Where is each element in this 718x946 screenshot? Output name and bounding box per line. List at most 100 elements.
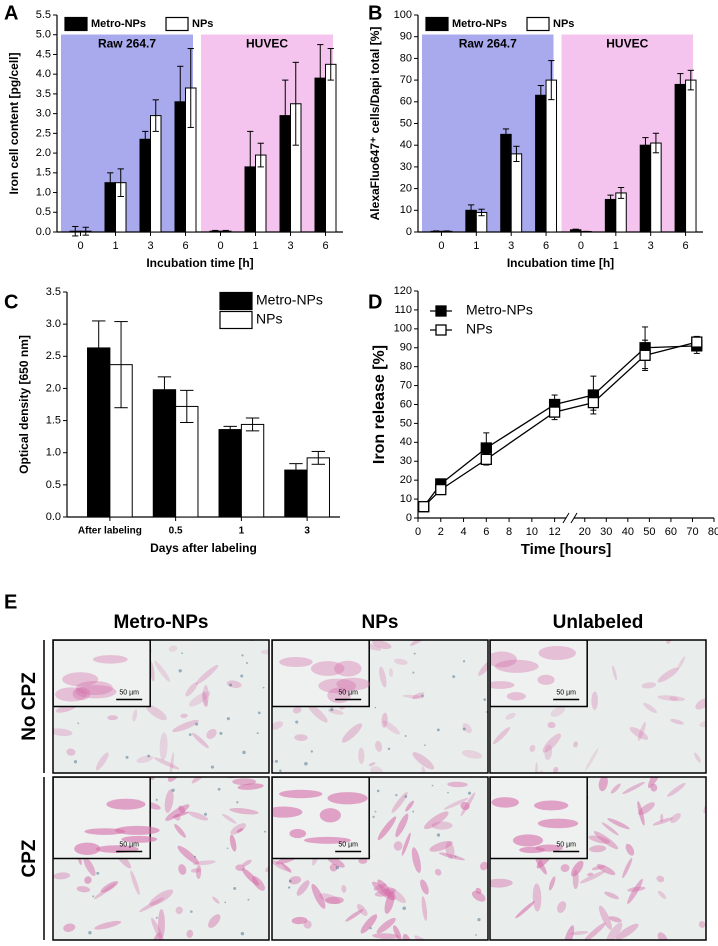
axis-break [562,512,570,524]
group-label: Raw 264.7 [459,37,517,51]
bar [139,138,151,233]
y-tick-label: 0.5 [36,206,51,218]
cell [212,896,220,904]
y-tick-label: 2.0 [36,147,51,159]
cell [343,607,352,616]
particle [374,706,377,709]
cell [93,883,117,900]
inset-cell [538,645,576,661]
legend-marker [435,305,447,317]
particle [125,755,129,759]
x-tick-label: 0 [438,240,444,252]
micrograph: 50 µm [490,777,706,940]
cell [132,709,138,722]
cell [550,706,565,717]
cell [460,801,470,811]
cell [180,713,188,718]
bar [218,429,242,518]
cell [195,664,219,685]
cell [647,777,664,788]
particle [447,791,449,794]
particle [475,934,477,936]
cell [188,691,211,707]
scale-bar-label: 50 µm [556,841,576,848]
cell [100,607,108,614]
particle [240,674,244,678]
particle [369,926,372,930]
x-tick-label: 0 [77,240,83,252]
cell [372,933,400,939]
cell [660,813,664,823]
legend-label: Metro-NPs [256,292,323,308]
inset-cell [533,800,569,811]
particle [412,810,415,813]
photo-frame [489,776,707,941]
cell [571,860,584,877]
y-tick-label: 20 [400,183,412,195]
bar [535,94,547,233]
cell [429,840,453,852]
particle [190,910,193,913]
particle [236,801,239,804]
cell [130,870,140,895]
bar [510,153,523,233]
column-header: Metro-NPs [113,612,208,633]
particle [242,750,246,755]
inset-cell [279,657,313,668]
x-tick-label: 0 [415,526,421,538]
particle [395,794,398,797]
inset-cell [55,687,88,702]
x-tick-label: 6 [182,240,188,252]
cell [188,811,209,821]
cell [405,800,415,812]
panel-label: C [4,291,18,313]
cell [596,864,616,876]
cell [622,857,633,879]
particle [454,855,457,858]
cell [657,667,679,683]
x-tick-label: 3 [648,240,654,252]
cell [107,715,118,721]
cell [698,921,706,928]
cell [529,744,536,752]
particle [274,759,278,763]
cell [329,863,338,872]
x-tick-label: 3 [304,526,310,537]
legend-marker [435,324,447,336]
particle [204,812,208,816]
cell [627,878,643,905]
cell [375,740,383,752]
cell [570,930,589,936]
particle [256,732,259,735]
cell [629,726,649,740]
y-tick-label: 60 [400,96,412,108]
particle [73,760,78,764]
cell [598,777,608,792]
inset [272,640,370,708]
micrograph: 50 µm [272,777,488,940]
inset-cell [506,692,526,701]
cell [53,872,71,880]
cell [563,925,575,940]
x-tick-label: 1 [112,240,118,252]
cell [406,588,427,610]
cell [490,878,513,888]
marker [480,442,492,454]
inset-cell [303,836,351,844]
particle [402,906,407,911]
cell [560,864,570,873]
inset [490,777,588,860]
particle [77,722,80,725]
cell [677,656,686,671]
cell [420,879,429,895]
cell [164,789,174,813]
panel-label: A [4,2,18,24]
cell [139,897,165,913]
inset-cell [319,808,341,823]
cell [370,766,383,773]
particle [387,747,391,751]
y-tick-label: 1.0 [36,186,51,198]
cell [410,640,431,647]
cell [572,869,579,890]
cell [386,886,406,904]
